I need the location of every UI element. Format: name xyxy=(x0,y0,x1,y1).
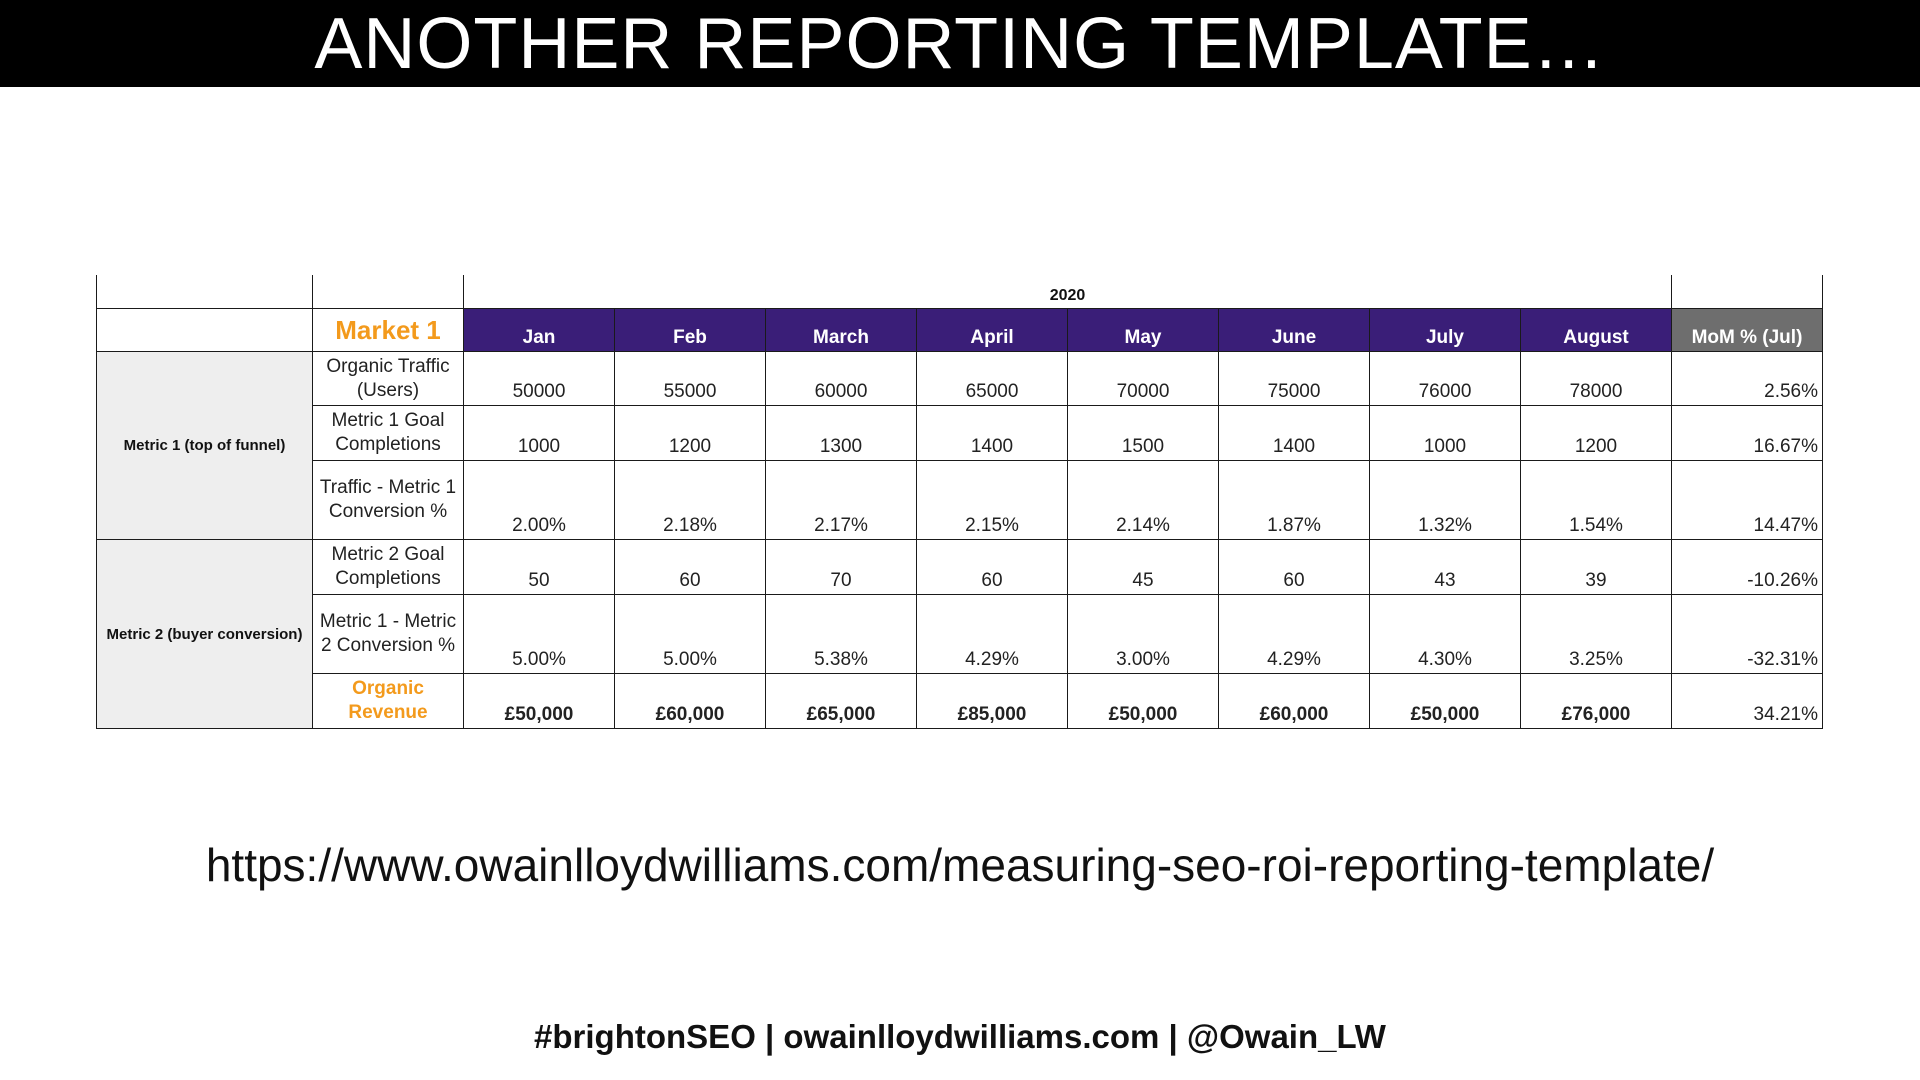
mom-cell: 14.47% xyxy=(1671,460,1823,540)
mom-cell: -10.26% xyxy=(1671,539,1823,595)
header-row: Market 1 Jan Feb March April May June Ju… xyxy=(96,308,1823,352)
table-cell: 70 xyxy=(765,539,917,595)
table-cell: 3.00% xyxy=(1067,594,1219,674)
table-cell: 4.29% xyxy=(916,594,1068,674)
table-cell: £76,000 xyxy=(1520,673,1672,729)
table-cell: 1200 xyxy=(1520,405,1672,461)
month-header-april: April xyxy=(916,308,1068,352)
month-header-june: June xyxy=(1218,308,1370,352)
title-bar: ANOTHER REPORTING TEMPLATE… xyxy=(0,0,1920,87)
table-cell: 1.32% xyxy=(1369,460,1521,540)
table-row: Metric 2 (buyer conversion) Metric 2 Goa… xyxy=(96,539,1823,729)
group-label-metric-1: Metric 1 (top of funnel) xyxy=(96,351,313,540)
row-label: Traffic - Metric 1 Conversion % xyxy=(312,460,464,540)
table-cell: 2.15% xyxy=(916,460,1068,540)
table-cell: 45 xyxy=(1067,539,1219,595)
month-header-march: March xyxy=(765,308,917,352)
month-header-july: July xyxy=(1369,308,1521,352)
mom-cell: -32.31% xyxy=(1671,594,1823,674)
table-cell: 4.29% xyxy=(1218,594,1370,674)
table-cell: £85,000 xyxy=(916,673,1068,729)
row-label: Metric 1 Goal Completions xyxy=(312,405,464,461)
table-cell: 50 xyxy=(463,539,615,595)
slide-title: ANOTHER REPORTING TEMPLATE… xyxy=(314,3,1606,84)
table-cell: £60,000 xyxy=(614,673,766,729)
table-cell: 78000 xyxy=(1520,351,1672,406)
table-cell: 75000 xyxy=(1218,351,1370,406)
table-cell: 1000 xyxy=(1369,405,1521,461)
table-cell: 60 xyxy=(916,539,1068,595)
table-cell: 2.00% xyxy=(463,460,615,540)
table-row: Organic Revenue £50,000 £60,000 £65,000 … xyxy=(97,673,1823,729)
mom-cell: 2.56% xyxy=(1671,351,1823,406)
table-row: Traffic - Metric 1 Conversion % 2.00% 2.… xyxy=(97,460,1823,540)
reporting-table: 2020 Market 1 Jan Feb March April May Ju… xyxy=(96,275,1823,729)
row-label: Organic Traffic (Users) xyxy=(312,351,464,406)
table-cell: £50,000 xyxy=(1067,673,1219,729)
table-cell: 3.25% xyxy=(1520,594,1672,674)
table-cell: 39 xyxy=(1520,539,1672,595)
table-cell: 1400 xyxy=(1218,405,1370,461)
mom-cell: 34.21% xyxy=(1671,673,1823,729)
mom-cell: 16.67% xyxy=(1671,405,1823,461)
table-cell: 1.54% xyxy=(1520,460,1672,540)
table-row: Metric 1 - Metric 2 Conversion % 5.00% 5… xyxy=(97,594,1823,674)
table-cell: £50,000 xyxy=(1369,673,1521,729)
table-cell: 1500 xyxy=(1067,405,1219,461)
table-cell: 5.00% xyxy=(463,594,615,674)
template-url: https://www.owainlloydwilliams.com/measu… xyxy=(205,839,1715,891)
blank-cell xyxy=(1671,275,1823,309)
table-cell: 2.14% xyxy=(1067,460,1219,540)
table-cell: 5.38% xyxy=(765,594,917,674)
table-cell: 2.18% xyxy=(614,460,766,540)
blank-cell xyxy=(96,308,313,352)
table-cell: 50000 xyxy=(463,351,615,406)
table-cell: 76000 xyxy=(1369,351,1521,406)
row-label: Metric 2 Goal Completions xyxy=(312,539,464,595)
blank-cell xyxy=(312,275,464,309)
market-header: Market 1 xyxy=(312,308,464,352)
table-cell: 60000 xyxy=(765,351,917,406)
row-label: Metric 1 - Metric 2 Conversion % xyxy=(312,594,464,674)
month-header-august: August xyxy=(1520,308,1672,352)
table-cell: 70000 xyxy=(1067,351,1219,406)
table-cell: 2.17% xyxy=(765,460,917,540)
table-cell: 1200 xyxy=(614,405,766,461)
table-cell: 55000 xyxy=(614,351,766,406)
table-cell: 4.30% xyxy=(1369,594,1521,674)
mom-header: MoM % (Jul) xyxy=(1671,308,1823,352)
table-cell: 1.87% xyxy=(1218,460,1370,540)
table-cell: 1000 xyxy=(463,405,615,461)
table-cell: 60 xyxy=(614,539,766,595)
year-cell: 2020 xyxy=(463,275,1672,309)
table-cell: 60 xyxy=(1218,539,1370,595)
month-header-jan: Jan xyxy=(463,308,615,352)
table-cell: £60,000 xyxy=(1218,673,1370,729)
table-row: Metric 1 Goal Completions 1000 1200 1300… xyxy=(97,405,1823,461)
table-cell: 1300 xyxy=(765,405,917,461)
row-label: Organic Revenue xyxy=(312,673,464,729)
blank-cell xyxy=(96,275,313,309)
table-cell: 1400 xyxy=(916,405,1068,461)
group-label-metric-2: Metric 2 (buyer conversion) xyxy=(96,539,313,729)
table-cell: £65,000 xyxy=(765,673,917,729)
month-header-may: May xyxy=(1067,308,1219,352)
table-cell: 65000 xyxy=(916,351,1068,406)
table-cell: 43 xyxy=(1369,539,1521,595)
year-row: 2020 xyxy=(96,275,1823,309)
table-cell: 5.00% xyxy=(614,594,766,674)
month-header-feb: Feb xyxy=(614,308,766,352)
table-cell: £50,000 xyxy=(463,673,615,729)
footer-text: #brightonSEO | owainlloydwilliams.com | … xyxy=(534,1018,1386,1055)
table-row: Metric 1 (top of funnel) Organic Traffic… xyxy=(96,351,1823,540)
